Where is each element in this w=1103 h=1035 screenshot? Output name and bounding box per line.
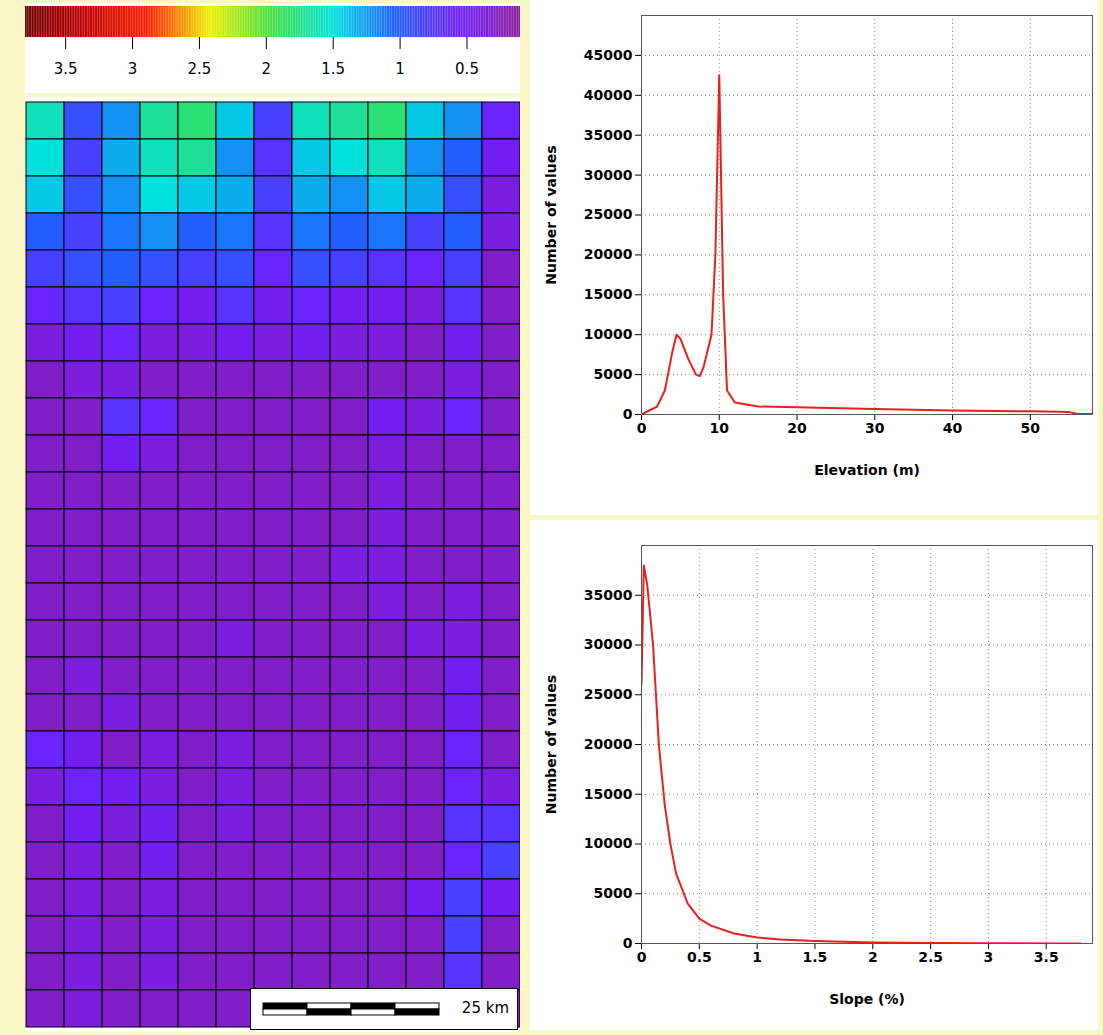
svg-text:15000: 15000 — [584, 286, 633, 302]
svg-text:Number of values: Number of values — [543, 145, 559, 284]
svg-text:Number of values: Number of values — [543, 675, 559, 814]
svg-text:3.5: 3.5 — [54, 60, 78, 78]
svg-text:0: 0 — [623, 935, 633, 951]
svg-text:0.5: 0.5 — [687, 949, 712, 965]
svg-text:0: 0 — [637, 420, 647, 436]
svg-text:1: 1 — [752, 949, 762, 965]
svg-text:50: 50 — [1021, 420, 1041, 436]
svg-text:45000: 45000 — [584, 47, 633, 63]
svg-text:10: 10 — [710, 420, 730, 436]
svg-text:2.5: 2.5 — [187, 60, 211, 78]
svg-text:20000: 20000 — [584, 736, 633, 752]
svg-text:30000: 30000 — [584, 636, 633, 652]
svg-text:30000: 30000 — [584, 167, 633, 183]
svg-text:25000: 25000 — [584, 206, 633, 222]
svg-text:0: 0 — [637, 949, 647, 965]
svg-text:40: 40 — [943, 420, 963, 436]
svg-text:10000: 10000 — [584, 326, 633, 342]
svg-text:1: 1 — [395, 60, 405, 78]
svg-text:20000: 20000 — [584, 246, 633, 262]
svg-text:1.5: 1.5 — [803, 949, 828, 965]
svg-text:35000: 35000 — [584, 127, 633, 143]
svg-text:30: 30 — [865, 420, 885, 436]
svg-text:Elevation (m): Elevation (m) — [814, 462, 920, 478]
svg-text:0.5: 0.5 — [455, 60, 479, 78]
html-text:25 km: 25 km — [461, 999, 509, 1017]
svg-text:2: 2 — [868, 949, 878, 965]
svg-text:Slope (%): Slope (%) — [829, 991, 905, 1007]
svg-text:5000: 5000 — [594, 366, 633, 382]
svg-text:1.5: 1.5 — [321, 60, 345, 78]
svg-text:15000: 15000 — [584, 786, 633, 802]
svg-text:25000: 25000 — [584, 686, 633, 702]
svg-text:35000: 35000 — [584, 587, 633, 603]
svg-text:3.5: 3.5 — [1034, 949, 1059, 965]
svg-text:3: 3 — [984, 949, 994, 965]
svg-text:0: 0 — [623, 406, 633, 422]
svg-text:3: 3 — [128, 60, 138, 78]
svg-text:10000: 10000 — [584, 835, 633, 851]
svg-text:40000: 40000 — [584, 87, 633, 103]
svg-text:2.5: 2.5 — [918, 949, 943, 965]
svg-text:20: 20 — [787, 420, 807, 436]
svg-text:5000: 5000 — [594, 885, 633, 901]
svg-text:2: 2 — [262, 60, 272, 78]
